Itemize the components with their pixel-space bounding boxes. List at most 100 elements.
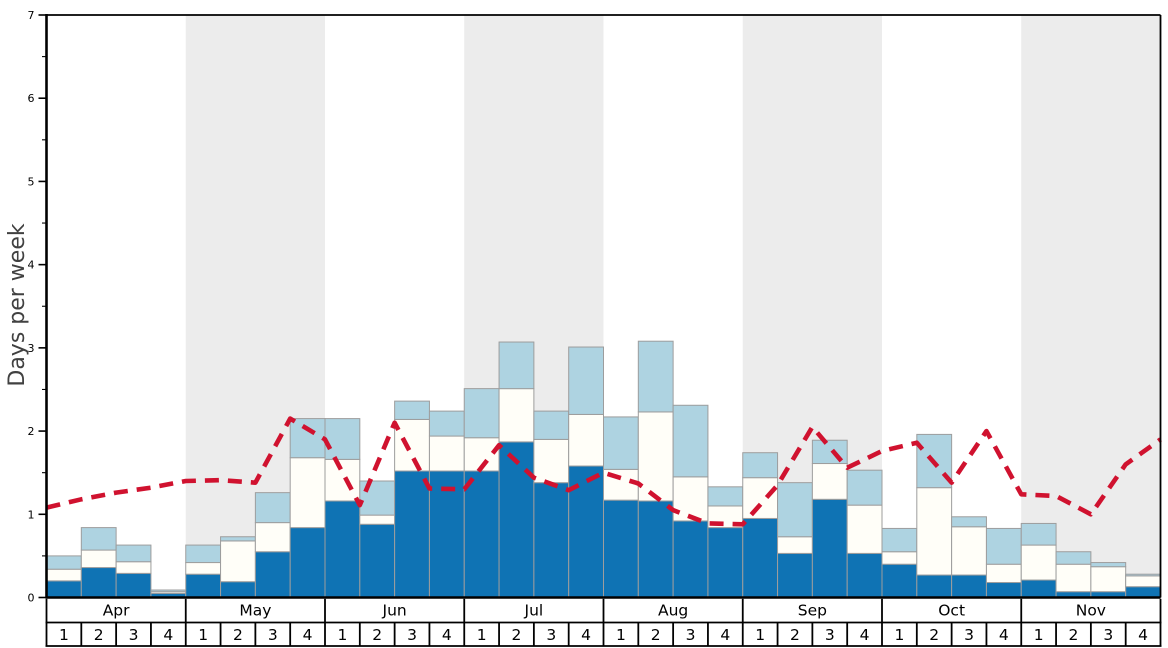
bar-white-segment [220,540,256,583]
week-number-label: 4 [720,626,730,644]
bar-dark-blue-segment [603,499,639,598]
bar-light-blue-segment [742,452,779,479]
week-number-label: 2 [94,626,104,644]
week-number-label: 4 [1138,626,1148,644]
bar-light-blue-segment [985,527,1022,565]
bar-light-blue-segment [1125,573,1161,577]
week-number-label: 2 [512,626,522,644]
bar-white-segment [115,561,152,574]
bar-dark-blue-segment [672,520,709,599]
red-dashed-line [45,416,1162,527]
week-number-label: 2 [790,626,800,644]
week-number-label: 3 [686,626,696,644]
bar-white-segment [359,514,396,525]
bar-light-blue-segment [881,527,918,553]
bar-white-segment [498,388,535,443]
bar-white-segment [637,411,674,502]
bar-dark-blue-segment [80,567,117,598]
bar-light-blue-segment [603,416,639,470]
y-tick-label: 0 [28,592,35,605]
bar-dark-blue-segment [777,552,813,598]
bar-white-segment [185,562,222,575]
week-number-label: 4 [999,626,1009,644]
week-number-label: 1 [894,626,904,644]
month-label: May [239,602,271,620]
bar-white-segment [1020,544,1057,581]
week-number-label: 4 [860,626,870,644]
bar-dark-blue-segment [533,482,570,598]
y-tick-label: 5 [28,175,35,188]
week-number-label: 2 [929,626,939,644]
week-number-label: 1 [616,626,626,644]
bar-white-segment [428,435,465,472]
y-tick-label: 6 [28,92,35,105]
bar-light-blue-segment [846,469,883,506]
bar-light-blue-segment [185,544,222,564]
bar-light-blue-segment [289,418,326,459]
bar-dark-blue-segment [811,498,848,598]
bar-dark-blue-segment [394,470,430,598]
bar-dark-blue-segment [707,527,744,598]
month-label: Apr [103,602,130,620]
bar-light-blue-segment [324,418,361,460]
bar-light-blue-segment [254,492,291,524]
week-number-label: 2 [651,626,661,644]
bar-white-segment [985,563,1022,584]
week-number-label: 3 [1103,626,1113,644]
month-shaded-band [1021,15,1161,598]
bar-light-blue-segment [428,410,465,437]
week-number-label: 1 [1034,626,1044,644]
bar-dark-blue-segment [1020,579,1057,599]
bar-light-blue-segment [359,480,396,516]
month-label: Jul [524,602,544,620]
bar-light-blue-segment [80,527,117,551]
bar-light-blue-segment [637,340,674,413]
bar-white-segment [742,477,779,519]
bar-white-segment [324,458,361,502]
bar-light-blue-segment [46,555,82,570]
bar-white-segment [568,413,604,467]
bar-dark-blue-segment [115,572,152,599]
bar-light-blue-segment [1090,562,1127,568]
week-number-label: 4 [163,626,173,644]
bar-dark-blue-segment [220,581,256,598]
week-number-label: 2 [372,626,382,644]
bar-dark-blue-segment [1125,586,1161,598]
week-number-label: 3 [268,626,278,644]
bar-dark-blue-segment [881,563,918,599]
bar-dark-blue-segment [289,527,326,598]
bar-light-blue-segment [1020,522,1057,546]
bar-light-blue-segment [394,400,430,420]
bar-light-blue-segment [707,486,744,507]
bar-dark-blue-segment [324,500,361,599]
bar-dark-blue-segment [185,573,222,599]
bar-white-segment [846,504,883,554]
week-number-label: 2 [233,626,243,644]
week-number-label: 1 [337,626,347,644]
week-number-label: 2 [1069,626,1079,644]
bar-dark-blue-segment [463,470,500,598]
week-number-label: 4 [442,626,452,644]
week-number-label: 1 [198,626,208,644]
week-number-label: 4 [581,626,591,644]
bar-light-blue-segment [115,544,152,563]
bar-light-blue-segment [533,410,570,440]
bar-dark-blue-segment [498,441,535,598]
week-number-label: 3 [407,626,417,644]
bar-light-blue-segment [777,482,813,538]
bar-white-segment [394,418,430,472]
y-tick-label: 4 [28,259,35,272]
bar-dark-blue-segment [846,552,883,598]
month-label: Aug [658,602,688,620]
month-label: Oct [938,602,965,620]
week-number-label: 3 [129,626,139,644]
bar-dark-blue-segment [742,517,779,598]
bar-white-segment [916,487,953,576]
bar-white-segment [1090,566,1127,593]
bar-dark-blue-segment [254,551,291,598]
bar-white-segment [951,526,987,576]
bar-white-segment [533,438,570,484]
bar-light-blue-segment [498,341,535,390]
bar-white-segment [777,536,813,554]
